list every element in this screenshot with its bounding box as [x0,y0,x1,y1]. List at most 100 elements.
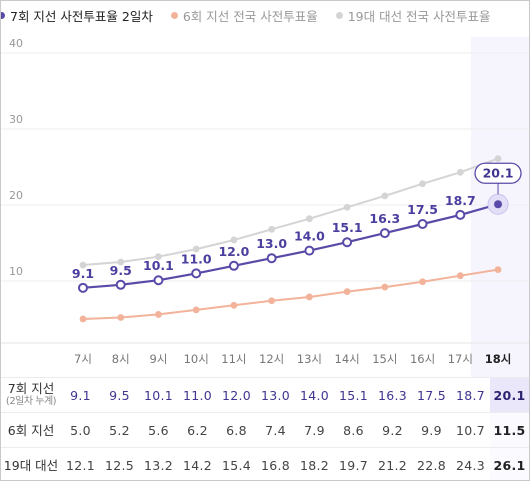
data-point [305,215,313,223]
data-label: 9.5 [110,263,132,278]
data-label: 9.1 [72,266,94,281]
turnout-table: 7회 지선 (2일차 누계) 9.1 9.5 10.1 11.0 12.0 13… [1,377,529,480]
data-point [456,168,464,176]
data-point [115,279,126,290]
table-cell-highlight: 26.1 [490,447,529,480]
table-cell: 16.8 [256,447,295,480]
table-cell: 15.1 [334,377,373,413]
line-chart: 10 20 30 40 7시 8시 9시 10시 11시 12시 13시 14시 15시 16시 17시 18… [1,37,529,377]
table-cell: 11.0 [178,377,217,413]
data-label: 11.0 [181,251,212,266]
table-cell: 16.3 [373,377,412,413]
data-label: 12.0 [218,244,249,259]
data-point [79,315,87,323]
table-cell: 5.6 [139,412,178,448]
data-point [192,306,200,314]
row-label: 7회 지선 (2일차 누계) [1,377,61,413]
table-cell: 18.2 [295,447,334,480]
x-tick-label: 12시 [259,352,284,366]
data-point [343,288,351,296]
data-point [456,272,464,280]
legend-item-7th-local[interactable]: 7회 지선 사전투표율 2일차 [1,6,153,25]
data-label: 14.0 [294,229,325,244]
data-label: 17.5 [407,202,438,217]
legend-item-19th-presidential[interactable]: 19대 대선 전국 사전투표율 [335,6,491,25]
data-point [494,266,502,273]
chart-legend: 7회 지선 사전투표율 2일차 6회 지선 전국 사전투표율 19대 대선 전국… [1,1,529,29]
table-cell: 19.7 [334,447,373,480]
table-cell: 15.4 [217,447,256,480]
x-tick-label: 14시 [335,352,360,366]
table-cell: 10.7 [451,412,490,448]
table-cell: 24.3 [451,447,490,480]
table-cell: 13.0 [256,377,295,413]
row-label-sub: (2일차 누계) [5,396,57,407]
legend-label: 19대 대선 전국 사전투표율 [347,8,491,24]
table-cell: 8.6 [334,412,373,448]
table-cell-highlight: 11.5 [490,412,529,448]
table-cell: 13.2 [139,447,178,480]
data-point [381,283,389,291]
row-label: 6회 지선 [1,412,61,448]
legend-label: 6회 지선 전국 사전투표율 [182,8,318,24]
table-cell-highlight: 20.1 [490,377,529,413]
data-point [494,200,503,209]
data-point [268,297,276,305]
y-tick-label: 30 [9,113,23,126]
row-label-main: 7회 지선 [7,381,55,396]
table-cell: 6.8 [217,412,256,448]
y-tick-label: 10 [9,265,23,278]
table-cell: 5.2 [100,412,139,448]
series-line [82,157,499,266]
table-cell: 7.9 [295,412,334,448]
series-line [82,203,499,289]
table-cell: 21.2 [373,447,412,480]
table-cell: 10.1 [139,377,178,413]
data-point [417,219,428,229]
data-point [230,236,238,244]
data-label: 20.1 [483,166,514,181]
data-label: 10.1 [143,258,174,273]
data-point [305,293,313,301]
table-cell: 18.7 [451,377,490,413]
table-cell: 6.2 [178,412,217,448]
x-tick-label: 18시 [485,352,512,366]
data-point [228,260,239,271]
row-label: 19대 대선 [1,447,61,480]
data-label: 15.1 [332,220,363,235]
table-cell: 22.8 [412,447,451,480]
data-point [455,209,466,220]
y-tick-label: 20 [9,189,23,202]
data-point [230,301,238,309]
table-cell: 14.0 [295,377,334,413]
x-tick-label: 11시 [221,352,246,366]
data-point [192,245,200,253]
data-point [79,261,87,269]
data-point [342,237,353,248]
x-tick-label: 15시 [372,352,397,366]
x-tick-label: 7시 [74,352,92,366]
legend-label: 7회 지선 사전투표율 2일차 [10,8,153,24]
x-tick-label: 16시 [410,352,435,366]
table-cell: 7.4 [256,412,295,448]
data-point [191,268,202,279]
data-label: 13.0 [256,236,287,251]
data-point [494,155,502,163]
data-point [379,228,390,239]
table-cell: 17.5 [412,377,451,413]
data-point [419,180,426,188]
data-point [381,192,389,200]
data-point [78,282,88,293]
data-point [153,275,164,286]
table-cell: 14.2 [178,447,217,480]
table-cell: 9.2 [373,412,412,448]
x-tick-label: 9시 [150,352,168,366]
table-cell: 12.5 [100,447,139,480]
x-tick-label: 17시 [448,352,473,366]
table-cell: 12.0 [217,377,256,413]
table-cell: 9.5 [100,377,139,413]
legend-item-6th-local[interactable]: 6회 지선 전국 사전투표율 [170,6,318,25]
data-label: 16.3 [369,211,400,226]
x-tick-label: 13시 [297,352,322,366]
